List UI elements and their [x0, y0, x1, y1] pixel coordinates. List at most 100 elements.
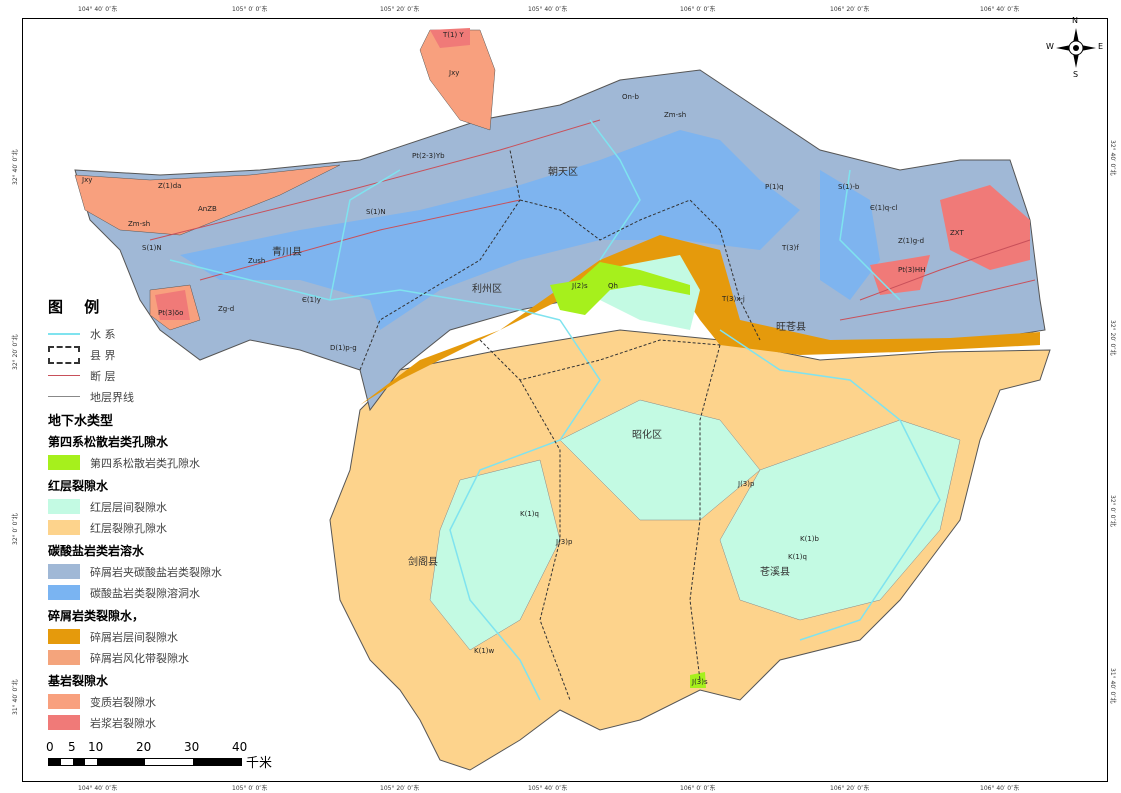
strata-code: K(1)q: [520, 510, 539, 518]
legend-label: 水 系: [90, 327, 116, 341]
strata-code: J(3)p: [556, 538, 573, 546]
lon-label: 105° 0′ 0″东: [232, 785, 268, 792]
lon-label: 105° 40′ 0″东: [528, 785, 568, 792]
compass-s: S: [1073, 70, 1079, 79]
legend-heading: 地下水类型: [48, 414, 114, 429]
strata-code: Zm-sh: [128, 220, 151, 228]
strata-code: Є(1)y: [302, 296, 321, 304]
county-boundaries: [359, 149, 761, 701]
strata-code: S(1)N: [142, 244, 162, 252]
legend-label: 第四系松散岩类孔隙水: [90, 456, 200, 470]
county-label: 苍溪县: [760, 567, 790, 578]
legend-label: 岩浆岩裂隙水: [90, 716, 156, 730]
region-interbed: [429, 399, 961, 651]
strata-code: Z(1)da: [158, 182, 182, 190]
strata-code: J(3)s: [692, 678, 708, 686]
legend-label: 断 层: [90, 369, 116, 383]
region-metamorphic: [74, 29, 496, 331]
lon-label: 105° 40′ 0″东: [528, 6, 568, 13]
compass-w: W: [1046, 42, 1054, 51]
legend-item: 变质岩裂隙水: [48, 691, 268, 712]
lon-label: 106° 0′ 0″东: [680, 785, 716, 792]
compass-icon: [1056, 28, 1096, 68]
legend-group: 红层裂隙水: [48, 479, 109, 493]
strata-code: K(1)w: [474, 647, 495, 655]
strata-code: AnZB: [198, 205, 217, 213]
legend-group: 碳酸盐岩类岩溶水: [48, 544, 145, 558]
strata-code: Jxy: [449, 69, 460, 77]
lon-label: 106° 20′ 0″东: [830, 6, 870, 13]
strata-code: T(1) Y: [443, 31, 464, 39]
county-label: 昭化区: [632, 430, 662, 441]
lon-label: 106° 20′ 0″东: [830, 785, 870, 792]
legend-item: 红层层间裂隙水: [48, 496, 268, 517]
lon-label: 104° 40′ 0″东: [78, 6, 118, 13]
lon-label: 106° 0′ 0″东: [680, 6, 716, 13]
strata-code: Z(1)g-d: [898, 237, 925, 245]
county-label: 利州区: [472, 284, 502, 295]
strata-code: P(1)q: [765, 183, 784, 191]
legend: 图 例 水 系 县 界 断 层 地层界线 地下水类型 第四系松散岩类孔隙水 第四…: [48, 296, 268, 733]
strata-code: J(2)s: [572, 282, 588, 290]
county-label: 青川县: [272, 247, 302, 258]
legend-label: 碳酸盐岩类裂隙溶洞水: [90, 586, 200, 600]
legend-item: 碎屑岩夹碳酸盐岩类裂隙水: [48, 561, 268, 582]
legend-label: 碎屑岩层间裂隙水: [90, 630, 178, 644]
region-karst: [180, 130, 880, 330]
lon-label: 106° 40′ 0″东: [980, 6, 1020, 13]
strata-code: Pt(3)δο: [158, 309, 184, 317]
legend-item: 地层界线: [48, 386, 268, 407]
scale-tick: 5: [68, 740, 76, 754]
strata-code: K(1)b: [800, 535, 819, 543]
compass-n: N: [1072, 16, 1078, 25]
legend-item: 碳酸盐岩类裂隙溶洞水: [48, 582, 268, 603]
strata-code: S(1)-b: [838, 183, 860, 191]
strata-code: On-b: [622, 93, 639, 101]
lon-label: 105° 20′ 0″东: [380, 6, 420, 13]
scale-tick: 20: [136, 740, 152, 754]
legend-label: 变质岩裂隙水: [90, 695, 156, 709]
legend-label: 红层裂隙孔隙水: [90, 521, 167, 535]
legend-group: 第四系松散岩类孔隙水: [48, 435, 169, 449]
strata-code: J(3)p: [738, 480, 755, 488]
strata-code: K(1)q: [788, 553, 807, 561]
legend-label: 县 界: [90, 348, 116, 362]
scale-tick: 40: [232, 740, 248, 754]
legend-item: 断 层: [48, 365, 268, 386]
strata-code: Qh: [608, 282, 618, 290]
north-arrow: N S W E: [1046, 16, 1106, 79]
lon-label: 104° 40′ 0″东: [78, 785, 118, 792]
legend-label: 红层层间裂隙水: [90, 500, 167, 514]
legend-group: 碎屑岩类裂隙水，: [48, 609, 145, 623]
county-label: 旺苍县: [776, 322, 806, 333]
legend-title: 图 例: [48, 298, 108, 316]
strata-code: Zg-d: [218, 305, 235, 313]
scale-unit: 千米: [246, 756, 273, 771]
strata-code: Zm-sh: [664, 111, 687, 119]
lon-label: 105° 0′ 0″东: [232, 6, 268, 13]
strata-code: ZXT: [950, 229, 964, 237]
strata-code: T(3)x-j: [722, 295, 745, 303]
legend-item: 第四系松散岩类孔隙水: [48, 452, 268, 473]
scale-bar-graphic: [48, 758, 242, 766]
legend-label: 碎屑岩风化带裂隙水: [90, 651, 189, 665]
lon-label: 106° 40′ 0″东: [980, 785, 1020, 792]
strata-code: Є(1)q-cl: [870, 204, 898, 212]
scale-tick: 30: [184, 740, 200, 754]
legend-label: 碎屑岩夹碳酸盐岩类裂隙水: [90, 565, 222, 579]
map-frame: [22, 18, 1108, 782]
legend-item: 县 界: [48, 344, 268, 365]
strata-code: Jxy: [82, 176, 93, 184]
lon-label: 105° 20′ 0″东: [380, 785, 420, 792]
legend-item: 红层裂隙孔隙水: [48, 517, 268, 538]
legend-item: 碎屑岩风化带裂隙水: [48, 647, 268, 668]
compass-e: E: [1098, 42, 1104, 51]
legend-label: 地层界线: [90, 390, 134, 404]
county-label: 朝天区: [548, 167, 578, 178]
strata-code: T(3)f: [782, 244, 799, 252]
region-clastic-interbed: [360, 235, 1040, 405]
legend-item: 碎屑岩层间裂隙水: [48, 626, 268, 647]
strata-code: D(1)p-g: [330, 344, 357, 352]
